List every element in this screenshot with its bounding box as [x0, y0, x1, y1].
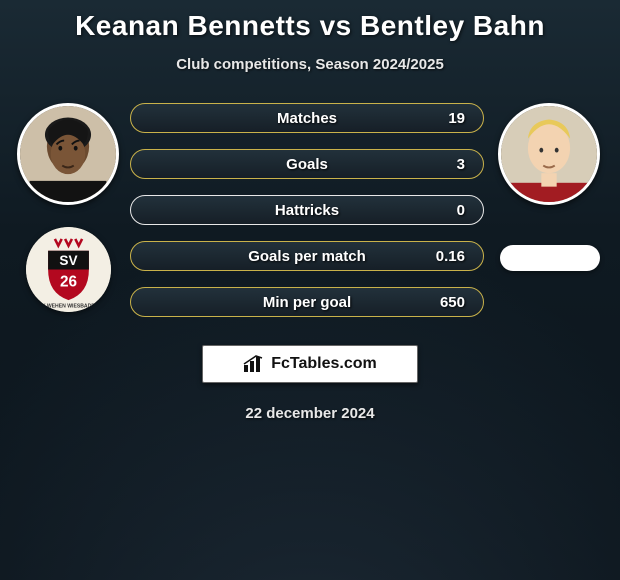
branding-badge: FcTables.com	[202, 345, 418, 383]
metric-right-value: 3	[307, 156, 483, 173]
svg-text:SV: SV	[59, 253, 77, 268]
comparison-row: SV 26 SV WEHEN WIESBADEN Matches 19 Goal…	[0, 103, 620, 317]
svg-text:26: 26	[59, 274, 76, 291]
metric-label: Min per goal	[263, 294, 351, 311]
player-left-column: SV 26 SV WEHEN WIESBADEN	[0, 103, 130, 312]
metric-label: Hattricks	[275, 202, 339, 219]
page-title: Keanan Bennetts vs Bentley Bahn	[0, 0, 620, 42]
metrics-list: Matches 19 Goals 3 Hattricks 0 Goals per…	[130, 103, 490, 317]
subtitle: Club competitions, Season 2024/2025	[0, 56, 620, 73]
metric-goals-per-match: Goals per match 0.16	[130, 241, 484, 271]
metric-goals: Goals 3	[130, 149, 484, 179]
branding-text: FcTables.com	[271, 355, 377, 373]
metric-label: Matches	[277, 110, 337, 127]
date-text: 22 december 2024	[0, 405, 620, 422]
metric-matches: Matches 19	[130, 103, 484, 133]
metric-min-per-goal: Min per goal 650	[130, 287, 484, 317]
svg-text:SV WEHEN WIESBADEN: SV WEHEN WIESBADEN	[38, 304, 98, 310]
club-right-crest-blank	[500, 245, 600, 271]
club-left-crest: SV 26 SV WEHEN WIESBADEN	[26, 227, 111, 312]
chart-icon	[243, 355, 265, 373]
player-right-column	[490, 103, 620, 271]
metric-label: Goals	[286, 156, 328, 173]
metric-label: Goals per match	[248, 248, 366, 265]
player-left-avatar	[17, 103, 119, 205]
player-right-avatar	[498, 103, 600, 205]
metric-hattricks: Hattricks 0	[130, 195, 484, 225]
main-content: Keanan Bennetts vs Bentley Bahn Club com…	[0, 0, 620, 422]
